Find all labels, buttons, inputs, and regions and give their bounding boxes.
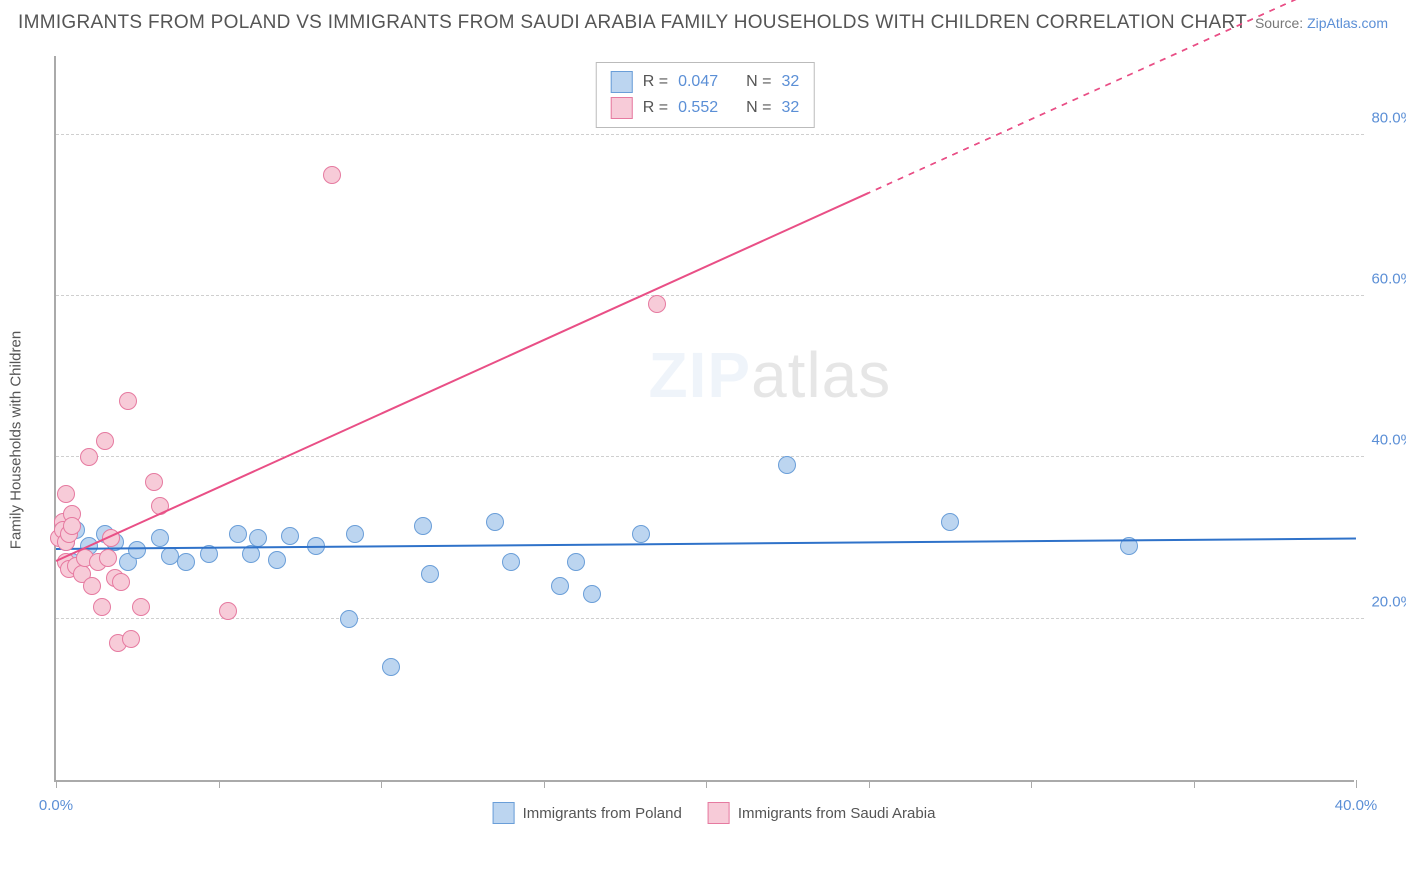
stat-n-label: N = [746,73,771,91]
x-tick [544,780,545,788]
data-point [941,513,959,531]
y-tick-label: 80.0% [1371,109,1406,126]
gridline [56,618,1364,619]
chart-title: IMMIGRANTS FROM POLAND VS IMMIGRANTS FRO… [18,12,1247,34]
data-point [229,525,247,543]
data-point [93,598,111,616]
x-tick-label: 40.0% [1335,797,1378,814]
stat-n-value-2: 32 [781,99,799,117]
data-point [778,456,796,474]
data-point [80,448,98,466]
data-point [112,573,130,591]
y-tick-label: 20.0% [1371,593,1406,610]
legend-swatch-saudi [611,97,633,119]
x-tick [869,780,870,788]
data-point [151,529,169,547]
data-point [63,517,81,535]
data-point [382,658,400,676]
stat-n-value-1: 32 [781,73,799,91]
data-point [323,166,341,184]
source-link[interactable]: ZipAtlas.com [1307,15,1388,31]
data-point [281,527,299,545]
data-point [145,473,163,491]
data-point [122,630,140,648]
legend-label-saudi: Immigrants from Saudi Arabia [738,805,936,822]
legend-swatch-poland [493,802,515,824]
data-point [177,553,195,571]
stat-r-label: R = [643,73,668,91]
gridline [56,456,1364,457]
data-point [57,485,75,503]
data-point [99,549,117,567]
source-citation: Source: ZipAtlas.com [1255,15,1388,31]
data-point [119,392,137,410]
y-tick-label: 40.0% [1371,432,1406,449]
data-point [268,551,286,569]
data-point [132,598,150,616]
data-point [249,529,267,547]
data-point [83,577,101,595]
x-tick-label: 0.0% [39,797,73,814]
data-point [96,432,114,450]
data-point [421,565,439,583]
stat-r-label: R = [643,99,668,117]
data-point [346,525,364,543]
data-point [567,553,585,571]
plot-area: ZIPatlas R = 0.047 N = 32 R = 0.552 N = … [54,56,1354,782]
data-point [414,517,432,535]
correlation-chart: Family Households with Children ZIPatlas… [44,50,1384,830]
data-point [340,610,358,628]
x-tick [381,780,382,788]
data-point [632,525,650,543]
x-tick [1194,780,1195,788]
gridline [56,295,1364,296]
watermark-text: ZIPatlas [649,338,892,412]
legend-series: Immigrants from Poland Immigrants from S… [485,802,944,824]
x-tick [219,780,220,788]
data-point [219,602,237,620]
data-point [502,553,520,571]
legend-stats-row-1: R = 0.047 N = 32 [611,69,800,95]
legend-stats-row-2: R = 0.552 N = 32 [611,95,800,121]
x-tick [1356,780,1357,788]
stat-r-value-2: 0.552 [678,99,718,117]
data-point [648,295,666,313]
data-point [583,585,601,603]
data-point [486,513,504,531]
stat-r-value-1: 0.047 [678,73,718,91]
data-point [551,577,569,595]
data-point [128,541,146,559]
legend-swatch-saudi [708,802,730,824]
legend-item-saudi: Immigrants from Saudi Arabia [708,802,936,824]
x-tick [706,780,707,788]
chart-header: IMMIGRANTS FROM POLAND VS IMMIGRANTS FRO… [18,12,1388,34]
gridline [56,134,1364,135]
y-axis-label: Family Households with Children [8,331,25,549]
x-tick [56,780,57,788]
legend-label-poland: Immigrants from Poland [523,805,682,822]
source-prefix: Source: [1255,15,1307,31]
x-tick [1031,780,1032,788]
stat-n-label: N = [746,99,771,117]
y-tick-label: 60.0% [1371,271,1406,288]
legend-item-poland: Immigrants from Poland [493,802,682,824]
legend-stats-box: R = 0.047 N = 32 R = 0.552 N = 32 [596,62,815,128]
legend-swatch-poland [611,71,633,93]
